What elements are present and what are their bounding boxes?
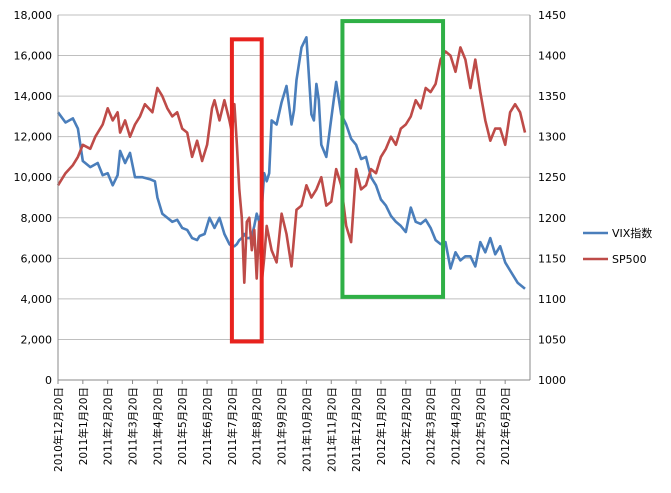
right-tick-label: 1250 (538, 171, 566, 184)
legend: VIX指数 SP500 (583, 226, 652, 266)
annotation-boxes (229, 19, 446, 344)
left-tick-label: 16,000 (14, 50, 53, 63)
right-tick-label: 1100 (538, 293, 566, 306)
x-tick-label: 2012年4月20日 (449, 387, 462, 465)
x-axis-tick-labels: 2010年12月20日 2011年1月20日 2011年2月20日 2011年3月20… (52, 380, 512, 472)
right-tick-label: 1450 (538, 9, 566, 22)
x-tick-label: 2012年6月20日 (499, 387, 512, 465)
right-tick-label: 1400 (538, 50, 566, 63)
series-line-vix (56, 35, 526, 290)
right-tick-label: 1150 (538, 252, 566, 265)
left-tick-label: 2,000 (21, 333, 53, 346)
x-tick-label: 2011年6月20日 (201, 387, 214, 465)
x-tick-label: 2012年1月20日 (375, 387, 388, 465)
left-tick-label: 12,000 (14, 131, 53, 144)
x-tick-label: 2010年12月20日 (52, 387, 65, 472)
right-tick-label: 1050 (538, 333, 566, 346)
left-tick-label: 14,000 (14, 90, 53, 103)
left-tick-label: 4,000 (21, 293, 53, 306)
x-tick-label: 2011年10月20日 (300, 387, 313, 472)
left-tick-label: 18,000 (14, 9, 53, 22)
right-tick-label: 1000 (538, 374, 566, 387)
x-tick-label: 2011年8月20日 (251, 387, 264, 465)
legend-label: VIX指数 (612, 226, 652, 240)
x-tick-label: 2012年3月20日 (425, 387, 438, 465)
x-tick-label: 2011年4月20日 (151, 387, 164, 465)
x-tick-label: 2011年3月20日 (127, 387, 140, 465)
right-tick-label: 1200 (538, 212, 566, 225)
x-tick-label: 2011年11月20日 (325, 387, 338, 472)
x-tick-label: 2011年2月20日 (102, 387, 115, 465)
left-tick-label: 6,000 (21, 252, 53, 265)
right-tick-label: 1300 (538, 131, 566, 144)
x-tick-label: 2011年1月20日 (77, 387, 90, 465)
x-tick-label: 2011年12月20日 (350, 387, 363, 472)
left-tick-label: 8,000 (21, 212, 53, 225)
left-tick-label: 10,000 (14, 171, 53, 184)
legend-label: SP500 (612, 253, 647, 266)
right-axis-tick-labels: 1000 1050 1100 1150 1200 1250 1300 1350 1400 1450 (538, 9, 566, 387)
x-tick-label: 2012年2月20日 (400, 387, 413, 465)
gridlines (58, 14, 530, 340)
green-highlight-box (340, 19, 446, 299)
x-tick-label: 2012年5月20日 (474, 387, 487, 465)
x-tick-label: 2011年5月20日 (176, 387, 189, 465)
red-highlight-box (229, 37, 264, 344)
left-axis-tick-labels: 0 2,000 4,000 6,000 8,000 10,000 12,000 14,000 1… (14, 9, 53, 387)
x-tick-label: 2011年9月20日 (276, 387, 289, 465)
left-tick-label: 0 (45, 374, 52, 387)
right-tick-label: 1350 (538, 90, 566, 103)
x-tick-label: 2011年7月20日 (226, 387, 239, 465)
